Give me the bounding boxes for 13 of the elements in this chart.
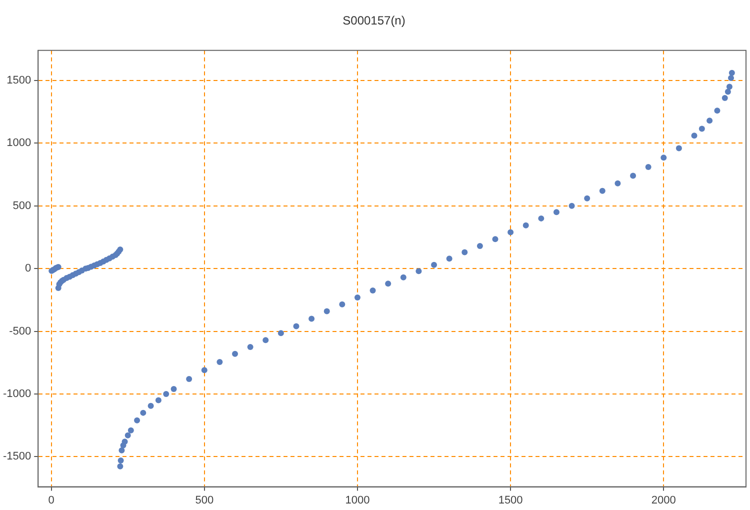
chart-title: S000157(n)	[342, 14, 406, 28]
y-tick-label: -1000	[2, 388, 32, 400]
y-tick-label: 1500	[6, 74, 32, 87]
y-tick-label: -1500	[2, 450, 32, 463]
x-tick-label: 500	[195, 494, 214, 506]
x-tick-label: 2000	[651, 494, 676, 506]
y-tick-label: 0	[25, 262, 32, 275]
x-tick-label: 1000	[345, 494, 370, 506]
y-tick-label: 1000	[6, 137, 32, 150]
x-tick-label: 1500	[498, 494, 523, 506]
x-tick-label: 0	[48, 494, 54, 506]
y-tick-label: -500	[9, 325, 32, 338]
y-tick-label: 500	[12, 200, 32, 212]
